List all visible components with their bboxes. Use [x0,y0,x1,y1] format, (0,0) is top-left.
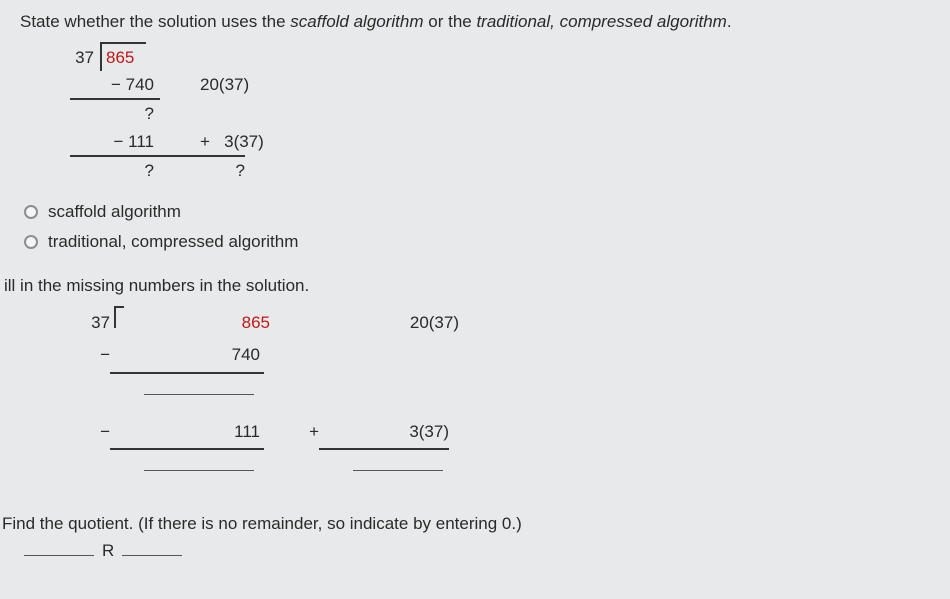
step2-result: ? [70,157,160,184]
radio-icon [24,205,38,219]
radio-icon [24,235,38,249]
remainder-input[interactable] [122,538,182,556]
quotient-input[interactable] [24,538,94,556]
step1-subtract: − 740 [70,71,160,100]
step2-plus: + [200,132,210,151]
plus-sign: + [264,416,319,448]
option-a-label: scaffold algorithm [48,202,181,222]
fill-row2-right: 111 [110,416,264,450]
quotient-input-row: R [0,538,950,561]
fill-in-work: 37 865 20(37) − 740 − 111 + 3(37) [70,306,950,482]
option-b-label: traditional, compressed algorithm [48,232,298,252]
fill-divisor: 37 [70,307,110,339]
division-work: 37 865 − 740 20(37) ? − 111 + 3(37) ? ? [70,42,950,184]
step2-side-result: ? [160,157,245,184]
options-group: scaffold algorithm traditional, compress… [24,202,950,252]
divisor: 37 [70,44,100,71]
fill-row1-side: 20(37) [329,307,459,339]
fill-dividend: 865 [124,307,274,339]
question-prompt: State whether the solution uses the scaf… [0,12,950,32]
minus-sign: − [70,339,110,371]
dividend: 865 [100,42,146,71]
step1-result: ? [70,100,160,127]
fill-prompt: ill in the missing numbers in the soluti… [0,276,950,296]
q-suffix: . [727,12,732,31]
blank-input-2[interactable] [144,451,254,471]
division-bracket-icon [114,306,124,328]
step1-side: 20(37) [160,71,245,98]
option-scaffold[interactable]: scaffold algorithm [24,202,950,222]
find-quotient-prompt: Find the quotient. (If there is no remai… [0,514,950,534]
step2-subtract: − 111 [70,128,160,157]
minus-sign-2: − [70,416,110,448]
fill-row2-side: 3(37) [319,416,449,450]
q-term2: traditional, compressed algorithm [476,12,726,31]
blank-input-1[interactable] [144,375,254,395]
q-mid: or the [424,12,477,31]
q-term1: scaffold algorithm [290,12,423,31]
blank-input-3[interactable] [353,451,443,471]
step2-side-val: 3(37) [224,132,264,151]
option-traditional[interactable]: traditional, compressed algorithm [24,232,950,252]
remainder-label: R [102,541,114,561]
fill-row1-right: 740 [110,339,264,373]
step2-side: + 3(37) [160,128,245,157]
q-prefix: State whether the solution uses the [20,12,290,31]
